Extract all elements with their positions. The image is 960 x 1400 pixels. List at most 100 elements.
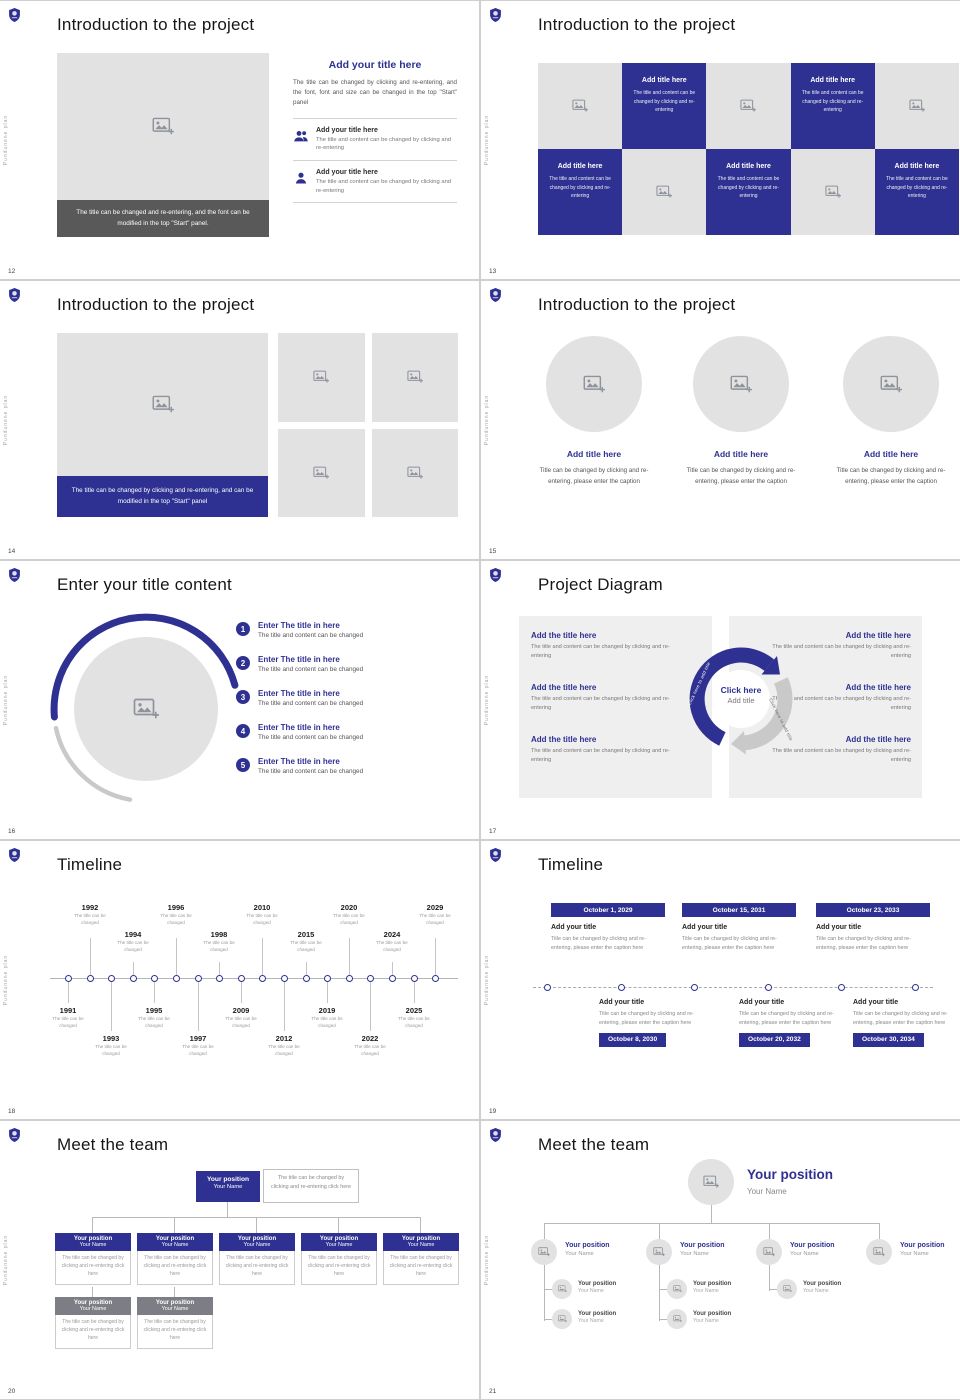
- cell-text: The title and content can be changed by …: [633, 90, 696, 113]
- group-text: Title can be changed by clicking and re-…: [816, 936, 911, 951]
- timeline-dot: [366, 974, 374, 982]
- slide-12[interactable]: Pundunene plan Introduction to the proje…: [0, 1, 479, 279]
- timeline-stem: [219, 962, 220, 975]
- circle-item: Add title here Title can be changed by c…: [675, 336, 807, 488]
- image-placeholder-icon: [880, 375, 902, 394]
- item-body: Enter The title in here The title and con…: [258, 757, 363, 775]
- slide-19[interactable]: Pundunene plan Timeline October 1, 2029 …: [481, 841, 960, 1119]
- image-placeholder-icon: [558, 1315, 567, 1323]
- title-cell: Add title here The title and content can …: [538, 149, 623, 235]
- timeline-dot: [838, 984, 845, 991]
- name-label: Your Name: [325, 1242, 353, 1248]
- org-card: Your position Your Name The title can be …: [55, 1297, 131, 1349]
- title-cell: Add title here The title and content can …: [706, 149, 791, 235]
- org-card-text: The title can be changed by clicking and…: [137, 1251, 213, 1285]
- slide-15[interactable]: Pundunene plan Introduction to the proje…: [481, 281, 960, 559]
- connector-line: [769, 1265, 770, 1291]
- member-name: Your Name: [790, 1251, 819, 1257]
- timeline-stem: [370, 981, 371, 1031]
- avatar-placeholder: [646, 1239, 672, 1265]
- item-text: The title and content can be changed by …: [531, 748, 670, 763]
- timeline-stem: [176, 938, 177, 975]
- title-cell: Add title here The title and content can …: [790, 63, 875, 149]
- slide-20[interactable]: Pundunene plan Meet the team Your positi…: [0, 1121, 479, 1399]
- member-name: Your Name: [578, 1288, 604, 1294]
- slide-vertical-text: Pundunene plan: [3, 954, 9, 1006]
- timeline-stem: [198, 981, 199, 1031]
- org-card: Your position Your Name The title can be …: [301, 1233, 377, 1285]
- page-number: 18: [8, 1108, 16, 1115]
- lead-position: Your position: [747, 1167, 833, 1182]
- timeline-stem: [90, 938, 91, 975]
- image-placeholder: [57, 333, 268, 476]
- slide-21[interactable]: Pundunene plan Meet the team Your positi…: [481, 1121, 960, 1399]
- item-title: Enter The title in here: [258, 621, 340, 630]
- avatar-placeholder: [552, 1279, 572, 1299]
- page-number: 19: [489, 1108, 497, 1115]
- timeline-axis: [533, 987, 933, 988]
- item-title: Add title here: [863, 449, 919, 459]
- timeline-note: The title can be changed: [74, 913, 106, 925]
- timeline-label: 2022 The title can be changed: [347, 1034, 393, 1058]
- timeline-group-bottom: Add your title Title can be changed by c…: [739, 999, 847, 1047]
- team-member-sub: Your position Your Name: [578, 1281, 636, 1294]
- connector-line: [420, 1217, 421, 1233]
- diagram-center-label: Click here Add title: [711, 685, 771, 705]
- member-name: Your Name: [693, 1318, 719, 1324]
- section-paragraph: The title can be changed by clicking and…: [293, 78, 457, 119]
- slide-13[interactable]: Pundunene plan Introduction to the proje…: [481, 1, 960, 279]
- image-placeholder-icon: [407, 466, 423, 480]
- image-placeholder-circle: [546, 336, 642, 432]
- cycle-arrows-diagram: [689, 647, 793, 755]
- cell-text: The title and content can be changed by …: [717, 176, 780, 199]
- slide-16[interactable]: Pundunene plan Enter your title content …: [0, 561, 479, 839]
- image-placeholder-icon: [740, 99, 756, 113]
- group-title: Add your title: [599, 999, 645, 1006]
- slide-14[interactable]: Pundunene plan Introduction to the proje…: [0, 281, 479, 559]
- timeline-dot: [215, 974, 223, 982]
- timeline-dot: [323, 974, 331, 982]
- timeline-dot: [150, 974, 158, 982]
- timeline-year: 1993: [102, 1034, 120, 1043]
- timeline-dot: [258, 974, 266, 982]
- timeline-year: 2025: [405, 1006, 423, 1015]
- slide-18[interactable]: Pundunene plan Timeline 1991 The title ca…: [0, 841, 479, 1119]
- image-placeholder-icon: [673, 1315, 682, 1323]
- numbered-item: 5 Enter The title in here The title and c…: [236, 757, 460, 775]
- cell-text: The title and content can be changed by …: [886, 176, 948, 199]
- image-placeholder-icon: [152, 117, 174, 136]
- item-title: Enter The title in here: [258, 655, 340, 664]
- image-placeholder-icon: [583, 375, 605, 394]
- member-name: Your Name: [803, 1288, 829, 1294]
- timeline-dot: [544, 984, 551, 991]
- name-label: Your Name: [243, 1242, 271, 1248]
- slide-title: Introduction to the project: [538, 295, 736, 314]
- org-card-text: The title can be changed by clicking and…: [137, 1315, 213, 1349]
- university-crest-icon: [8, 7, 21, 23]
- org-card-header: Your position Your Name: [137, 1233, 213, 1251]
- group-text: Title can be changed by clicking and re-…: [551, 936, 646, 951]
- image-placeholder-icon: [763, 1247, 775, 1257]
- item-title: Add the title here: [531, 631, 597, 640]
- page-number: 17: [489, 828, 497, 835]
- timeline-note: The title can be changed: [333, 913, 365, 925]
- slide-title: Timeline: [538, 855, 604, 874]
- feature-item-text: The title and content can be changed by …: [316, 179, 452, 194]
- connector-line: [92, 1217, 93, 1233]
- university-crest-icon: [8, 847, 21, 863]
- member-position: Your position: [578, 1281, 617, 1287]
- connector-line: [659, 1289, 667, 1290]
- circle-graphic: [50, 613, 239, 802]
- timeline-dot: [618, 984, 625, 991]
- image-placeholder-icon: [313, 466, 329, 480]
- timeline-stem: [154, 981, 155, 1003]
- image-placeholder-icon: [909, 99, 925, 113]
- timeline-note: The title can be changed: [290, 940, 322, 952]
- item-title: Add title here: [713, 449, 769, 459]
- slide-17[interactable]: Pundunene plan Project Diagram Add the t…: [481, 561, 960, 839]
- avatar-placeholder: [531, 1239, 557, 1265]
- feature-item: Add your title here The title and conten…: [293, 161, 457, 204]
- member-position: Your position: [693, 1311, 732, 1317]
- name-label: Your Name: [161, 1306, 189, 1312]
- org-card: Your position Your Name The title can be …: [137, 1297, 213, 1349]
